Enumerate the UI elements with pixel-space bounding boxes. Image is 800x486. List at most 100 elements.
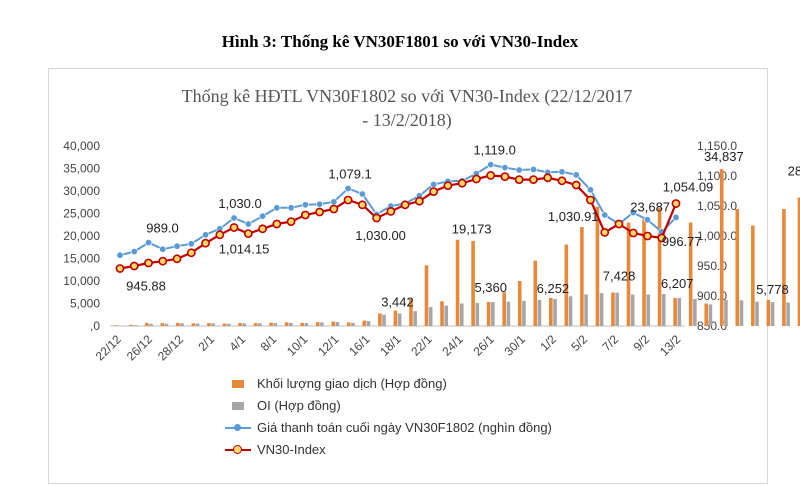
vn30-index-point	[343, 195, 353, 205]
oi-bar	[351, 322, 355, 326]
vn30-index-line	[119, 174, 678, 270]
vn30-index-point	[657, 233, 667, 243]
volume-bar	[626, 222, 631, 326]
vn30-index-point	[158, 256, 168, 266]
oi-bar	[226, 323, 231, 326]
futures-price-line	[119, 163, 677, 257]
y-right-tick-label: 1,100.0	[697, 169, 737, 183]
vn30-index-point	[129, 261, 139, 271]
volume-data-label: 34,837	[704, 149, 744, 164]
volume-bar	[533, 260, 538, 326]
oi-bar	[289, 322, 293, 326]
y-right-tick-label: 900.0	[697, 289, 727, 303]
volume-bar	[284, 322, 289, 326]
volume-bar	[144, 322, 149, 326]
vn30-index-point	[315, 207, 324, 217]
volume-bar	[704, 303, 709, 326]
x-tick-label: 22/1	[408, 332, 435, 359]
oi-bar	[475, 303, 480, 326]
y-right-tick-label: 1,050.0	[697, 199, 737, 213]
oi-bar	[693, 299, 697, 326]
futures-price-point	[487, 161, 495, 169]
oi-bar	[164, 323, 169, 326]
vn30-index-point	[300, 210, 310, 220]
vn30-index-data-label: 945.88	[126, 278, 166, 293]
y-left-tick-label: 35,000	[63, 162, 100, 176]
volume-bar	[580, 227, 584, 326]
x-tick-label: 18/1	[377, 332, 404, 359]
volume-bar	[440, 301, 444, 326]
legend-label-futures-price: Giá thanh toán cuối ngày VN30F1802 (nghì…	[257, 420, 552, 435]
futures-price-point	[572, 171, 580, 179]
legend-label-oi: OI (Hợp đồng)	[257, 398, 341, 413]
vn30-index-data-label: 1,014.15	[219, 242, 270, 257]
vn30-index-point	[400, 200, 410, 210]
futures-price-point	[159, 245, 167, 253]
vn30-index-point	[614, 219, 624, 229]
oi-bar	[506, 301, 511, 326]
vn30-index-point	[372, 213, 382, 223]
volume-bar	[409, 299, 413, 326]
vn30-index-point	[144, 258, 153, 268]
volume-bar	[595, 206, 600, 326]
vn30-index-point	[628, 228, 638, 238]
oi-bar	[646, 294, 651, 326]
oi-bar	[211, 323, 215, 326]
chart-title: Thống kê HĐTL VN30F1802 so với VN30-Inde…	[48, 84, 766, 132]
volume-bar	[238, 323, 242, 326]
legend-label-volume: Khối lượng giao dịch (Hợp đồng)	[257, 376, 447, 391]
vn30-index-point	[414, 196, 424, 206]
legend-key-vn30-index	[225, 443, 251, 457]
volume-bar	[688, 222, 693, 326]
futures-price-point	[430, 180, 438, 188]
legend-key-oi	[225, 399, 251, 413]
oi-bar	[661, 294, 666, 326]
oi-bar	[444, 305, 449, 326]
oi-bar	[149, 323, 153, 326]
y-left-tick-label: 15,000	[63, 252, 100, 266]
futures-price-data-label: 1,030.0	[218, 196, 261, 211]
vn30-index-point	[457, 178, 467, 188]
vn30-index-point	[543, 173, 553, 183]
futures-price-data-label: 1,079.1	[328, 167, 371, 182]
vn30-index-data-label: 996.77	[662, 234, 702, 249]
oi-bar	[304, 323, 309, 326]
volume-bar	[191, 323, 196, 326]
futures-price-point	[230, 214, 238, 222]
oi-bar	[397, 313, 402, 326]
futures-price-point	[529, 165, 537, 173]
vn30-index-point	[258, 224, 267, 234]
chart-title-line-2: - 13/2/2018)	[362, 110, 452, 130]
futures-price-point	[672, 213, 680, 221]
futures-price-point	[301, 201, 309, 209]
volume-bar	[455, 239, 460, 326]
futures-price-point	[629, 209, 637, 217]
vn30-index-point	[386, 206, 396, 216]
oi-bar	[708, 304, 713, 326]
volume-bar	[362, 320, 367, 326]
futures-price-point	[316, 200, 324, 208]
futures-price-point	[244, 220, 252, 228]
volume-bar	[129, 324, 134, 326]
futures-price-point	[586, 186, 594, 194]
chart-legend: Khối lượng giao dịch (Hợp đồng) OI (Hợp …	[225, 373, 552, 461]
vn30-index-point	[186, 248, 196, 258]
vn30-index-point	[514, 175, 524, 184]
futures-price-point	[515, 166, 523, 174]
volume-bar	[673, 298, 677, 326]
oi-bar	[413, 311, 417, 326]
volume-bar	[331, 321, 336, 326]
x-tick-label: 12/1	[315, 332, 342, 359]
vn30-index-point	[443, 181, 453, 190]
oi-bar	[677, 298, 682, 326]
volume-bar	[797, 197, 800, 326]
vn30-index-point	[215, 230, 225, 240]
futures-price-point	[643, 216, 651, 224]
futures-price-point	[344, 185, 352, 193]
volume-bar	[207, 323, 211, 326]
vn30-index-point	[357, 200, 367, 210]
y-left-tick-label: 40,000	[63, 139, 100, 153]
volume-bar	[751, 225, 755, 326]
x-tick-label: 26/1	[470, 332, 497, 359]
futures-price-point	[330, 198, 338, 206]
